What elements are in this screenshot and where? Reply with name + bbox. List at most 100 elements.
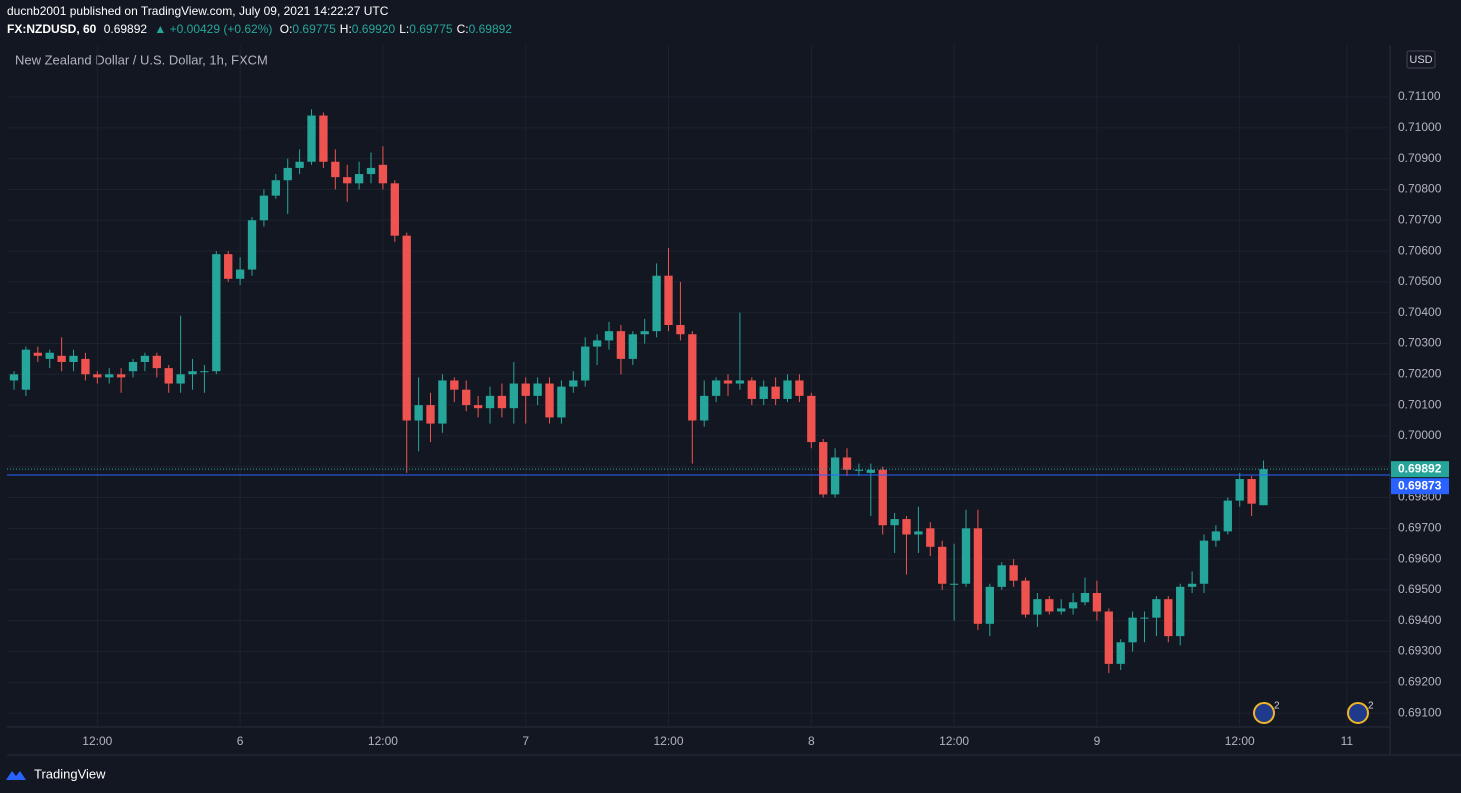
- candle-body: [700, 395, 709, 421]
- candle-body: [795, 380, 804, 396]
- candle-body: [378, 164, 388, 184]
- candle-body: [1116, 642, 1125, 664]
- price-tag-label: 0.69873: [1398, 478, 1442, 492]
- candle-body: [188, 371, 197, 375]
- candle-body: [997, 565, 1006, 587]
- candle-body: [259, 195, 269, 221]
- candle-body: [319, 115, 328, 162]
- candle-body: [985, 586, 994, 624]
- candle-body: [616, 331, 626, 359]
- candle-body: [545, 383, 554, 418]
- candle-body: [140, 355, 150, 362]
- candle-body: [640, 331, 649, 335]
- candle-body: [628, 334, 637, 359]
- event-count: 2: [1274, 701, 1280, 712]
- candle-body: [1057, 608, 1066, 612]
- candle-body: [1021, 580, 1030, 615]
- y-tick-label: 0.70200: [1398, 366, 1442, 380]
- candle-body: [390, 183, 399, 236]
- candle-body: [1045, 599, 1054, 612]
- candle-body: [938, 546, 947, 584]
- ohlc-value: 0.69892: [469, 22, 513, 36]
- candle-body: [224, 254, 233, 279]
- candle-body: [1223, 500, 1232, 532]
- candle-body: [1104, 611, 1113, 664]
- candle-body: [45, 352, 54, 359]
- x-tick-label: 12:00: [368, 734, 398, 748]
- grid: [7, 45, 1390, 727]
- candle-body: [759, 386, 768, 399]
- price: 0.69892: [104, 22, 148, 36]
- candle-body: [1128, 617, 1137, 643]
- y-tick-label: 0.69500: [1398, 582, 1442, 596]
- candle-body: [771, 386, 780, 399]
- candle-body: [271, 180, 280, 196]
- x-tick-label: 9: [1094, 734, 1101, 748]
- candle-body: [1009, 565, 1018, 581]
- symbol-line: FX:NZDUSD, 60 0.69892 ▲ +0.00429 (+0.62%…: [7, 22, 512, 36]
- x-tick-label: 6: [237, 734, 244, 748]
- price-tag-label: 0.69892: [1398, 461, 1442, 475]
- candle-body: [1176, 586, 1185, 637]
- candle-body: [854, 469, 864, 471]
- candle-body: [57, 355, 66, 362]
- candle-body: [295, 161, 304, 168]
- symbol: FX:NZDUSD, 60: [7, 22, 97, 36]
- event-icon: [1253, 702, 1275, 724]
- brand: TradingView: [6, 766, 106, 781]
- candle-body: [1187, 583, 1197, 587]
- candle-body: [116, 374, 126, 378]
- candle-body: [9, 374, 19, 381]
- candle-body: [604, 331, 614, 341]
- x-tick-label: 12:00: [939, 734, 969, 748]
- candle-body: [509, 383, 518, 409]
- candle-body: [711, 380, 721, 396]
- candle-body: [307, 115, 316, 162]
- candle-body: [652, 275, 661, 332]
- candle-body: [128, 361, 138, 372]
- candle-body: [735, 380, 745, 384]
- candle-body: [212, 254, 221, 372]
- candle-body: [581, 346, 590, 381]
- ohlc-value: 0.69775: [292, 22, 336, 36]
- candle-body: [438, 380, 447, 424]
- y-tick-label: 0.70300: [1398, 336, 1442, 350]
- ohlc-label: H:: [340, 22, 352, 36]
- candle-body: [878, 469, 887, 526]
- currency-badge: [1406, 50, 1436, 69]
- candle-body: [235, 269, 245, 279]
- candle-body: [890, 519, 899, 526]
- candle-body: [926, 528, 935, 547]
- y-tick-label: 0.69700: [1398, 520, 1442, 534]
- candle-body: [783, 380, 792, 399]
- candle-body: [807, 395, 816, 443]
- x-tick-label: 7: [522, 734, 529, 748]
- ohlc-value: 0.69920: [352, 22, 396, 36]
- x-tick-label: 8: [808, 734, 815, 748]
- x-tick-label: 12:00: [653, 734, 683, 748]
- candle-body: [331, 161, 340, 178]
- y-tick-label: 0.70400: [1398, 305, 1442, 319]
- chart-title: New Zealand Dollar / U.S. Dollar, 1h, FX…: [15, 52, 268, 67]
- candle-body: [247, 220, 257, 270]
- candle-body: [664, 275, 673, 326]
- candle-body: [973, 528, 983, 624]
- candle-body: [747, 380, 756, 399]
- candle-body: [414, 405, 423, 421]
- candle-body: [105, 374, 114, 378]
- candle-body: [1259, 469, 1268, 506]
- y-tick-label: 0.70600: [1398, 243, 1442, 257]
- ohlc-label: L:: [399, 22, 409, 36]
- y-tick-label: 0.70800: [1398, 182, 1442, 196]
- y-tick-label: 0.69300: [1398, 644, 1442, 658]
- event-icon: [1347, 702, 1369, 724]
- y-tick-label: 0.70900: [1398, 151, 1442, 165]
- y-tick-label: 0.70700: [1398, 212, 1442, 226]
- candle-body: [402, 235, 411, 421]
- ohlc-label: C:: [457, 22, 469, 36]
- x-tick-label: 11: [1341, 734, 1354, 748]
- candle-body: [1164, 599, 1173, 637]
- candle-body: [1068, 602, 1078, 609]
- candle-body: [723, 380, 733, 384]
